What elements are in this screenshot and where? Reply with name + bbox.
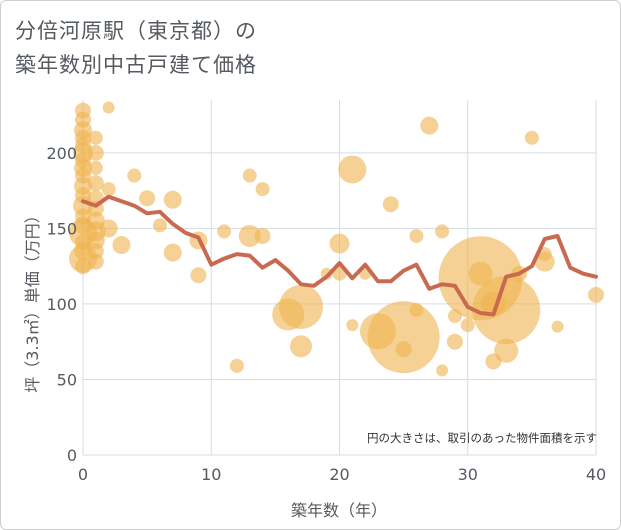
bubble-series xyxy=(69,101,604,377)
bubble-point-29 xyxy=(87,253,104,270)
bubble-point-61 xyxy=(409,302,424,317)
bubble-point-36 xyxy=(152,218,167,233)
y-tick-label-0: 0 xyxy=(67,446,77,465)
bubble-point-58 xyxy=(367,301,440,374)
bubble-point-60 xyxy=(409,228,424,243)
bubble-point-38 xyxy=(163,243,182,262)
x-tick-label-20: 20 xyxy=(329,465,349,484)
bubble-point-43 xyxy=(242,168,257,183)
bubble-point-72 xyxy=(494,338,519,363)
trend-line xyxy=(81,194,598,317)
y-tick-label-50: 50 xyxy=(57,370,77,389)
bubble-point-34 xyxy=(127,168,142,183)
bubble-point-35 xyxy=(139,190,156,207)
bubble-point-79 xyxy=(588,286,604,303)
bubble-size-note: 円の大きさは、取引のあった物件面積を示す xyxy=(367,431,597,445)
x-tick-label-30: 30 xyxy=(458,465,478,484)
x-tick-label-0: 0 xyxy=(78,465,88,484)
bubble-point-64 xyxy=(436,364,449,377)
bubble-point-75 xyxy=(524,130,539,145)
axis-ticks: 0 50 100 150 200 0 10 20 30 40 xyxy=(46,144,606,484)
chart-title-line-2: 築年数別中古戸建て価格 xyxy=(15,53,257,77)
bubble-point-48 xyxy=(279,284,324,329)
bubble-point-78 xyxy=(551,320,564,333)
bubble-point-51 xyxy=(329,233,350,254)
bubble-point-69 xyxy=(468,261,493,286)
bubble-point-54 xyxy=(346,319,359,332)
bubble-point-40 xyxy=(190,267,207,284)
bubble-point-53 xyxy=(338,155,367,184)
bubble-point-49 xyxy=(290,335,313,358)
bubble-point-57 xyxy=(382,196,399,213)
bubble-point-31 xyxy=(101,182,116,197)
bubble-point-22 xyxy=(87,175,104,192)
bubble-point-30 xyxy=(102,101,115,114)
y-tick-label-150: 150 xyxy=(46,219,77,238)
bubble-point-19 xyxy=(88,130,103,145)
y-axis-label: 坪（3.3㎡）単価（万円） xyxy=(23,207,42,392)
chart-title: 分倍河原駅（東京都）の 築年数別中古戸建て価格 xyxy=(15,14,257,82)
bubble-point-63 xyxy=(435,224,450,239)
bubble-point-18 xyxy=(75,258,91,275)
chart-title-line-1: 分倍河原駅（東京都）の xyxy=(15,19,257,43)
x-tick-label-10: 10 xyxy=(201,465,221,484)
bubble-point-37 xyxy=(163,190,182,209)
bubble-point-46 xyxy=(254,227,271,244)
bubble-point-59 xyxy=(395,341,412,358)
bubble-point-66 xyxy=(446,333,463,350)
x-tick-label-40: 40 xyxy=(586,465,606,484)
x-axis-label: 築年数（年） xyxy=(291,501,387,520)
y-tick-label-200: 200 xyxy=(46,144,77,163)
bubble-point-21 xyxy=(88,160,103,175)
bubble-point-42 xyxy=(229,358,244,373)
bubble-point-20 xyxy=(87,144,104,161)
trend-line-layer xyxy=(81,194,598,317)
bubble-point-73 xyxy=(472,275,541,344)
bubble-point-33 xyxy=(112,236,131,255)
y-tick-label-100: 100 xyxy=(46,295,77,314)
bubble-point-32 xyxy=(99,219,118,238)
bubble-point-45 xyxy=(255,182,270,197)
bubble-point-41 xyxy=(217,224,232,239)
bubble-point-67 xyxy=(460,318,475,333)
bubble-point-44 xyxy=(238,224,261,247)
bubble-point-62 xyxy=(420,116,439,135)
